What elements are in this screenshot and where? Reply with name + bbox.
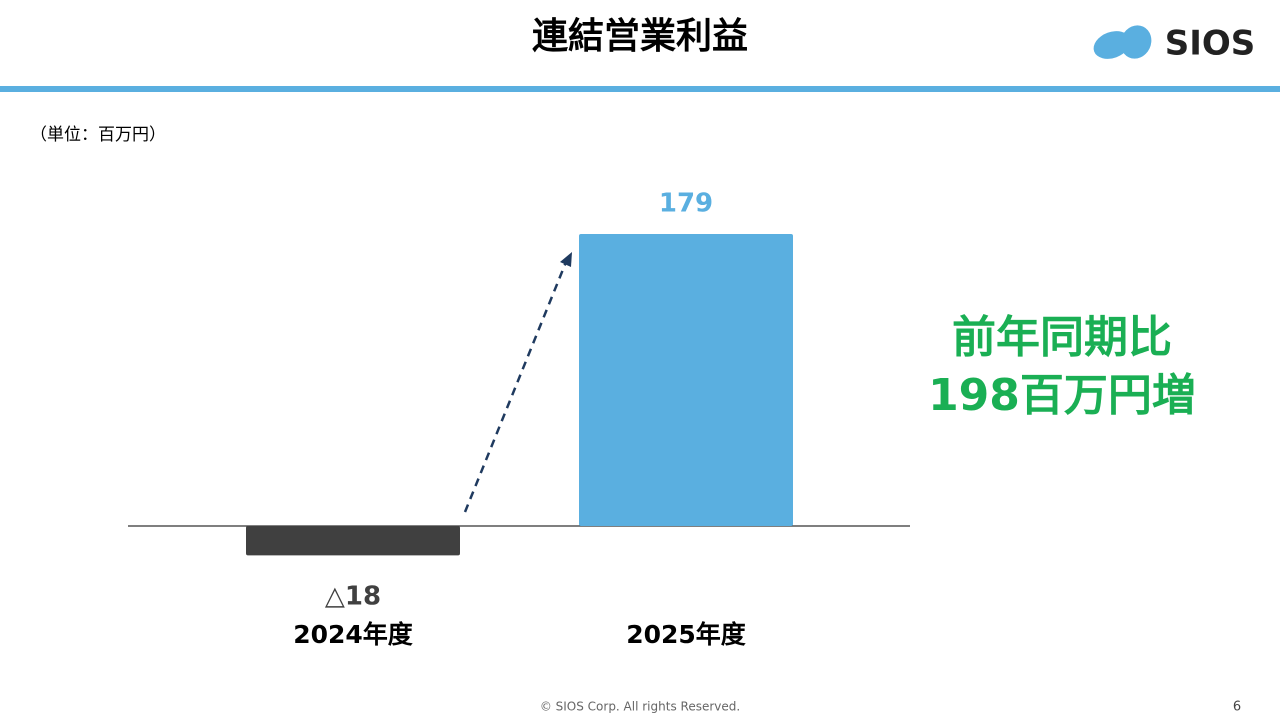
logo-shape — [1093, 31, 1131, 59]
value-label: 179 — [659, 189, 713, 219]
trend-arrow — [463, 261, 568, 513]
page-number: 6 — [1233, 700, 1241, 715]
trend-arrow-head — [560, 252, 572, 267]
header-rule — [0, 86, 1280, 92]
bar — [579, 234, 793, 526]
category-label: 2025年度 — [626, 620, 746, 649]
value-label: △18 — [325, 582, 381, 612]
annotation: 198百万円増 — [928, 370, 1196, 421]
unit-note: （単位：百万円） — [30, 125, 166, 145]
slide-title: 連結営業利益 — [532, 16, 748, 57]
category-label: 2024年度 — [293, 620, 413, 649]
logo-text: SIOS — [1165, 24, 1256, 64]
copyright: © SIOS Corp. All rights Reserved. — [540, 700, 740, 714]
annotation: 前年同期比 — [952, 312, 1172, 363]
bar — [246, 526, 460, 556]
logo-shape — [1120, 25, 1152, 59]
